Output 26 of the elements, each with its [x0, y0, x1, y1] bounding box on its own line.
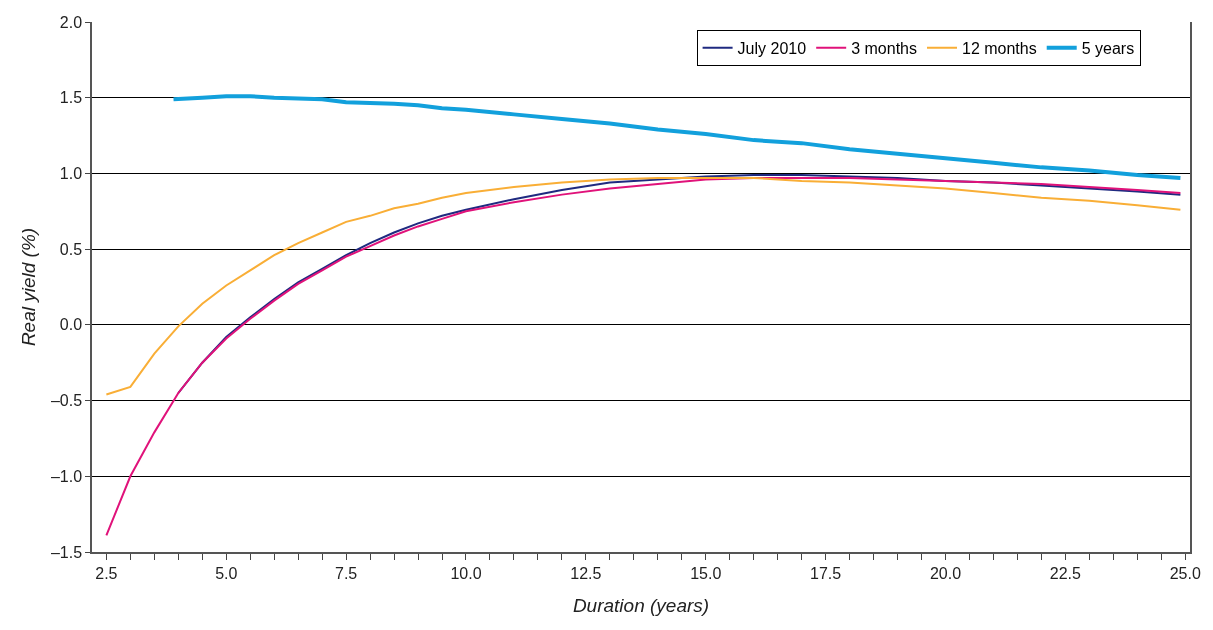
y-tick-label: –1.5 — [50, 543, 83, 561]
x-tick-label: 2.5 — [95, 564, 118, 582]
x-tick-label: 10.0 — [450, 564, 482, 582]
y-tick-label: 1.0 — [59, 165, 83, 183]
y-axis-title: Real yield (%) — [18, 227, 40, 347]
x-tick-label: 22.5 — [1049, 564, 1082, 582]
y-tick-label: 1.5 — [59, 89, 83, 107]
x-tick-label: 12.5 — [570, 564, 602, 582]
x-axis-title: Duration (years) — [572, 595, 710, 617]
y-tick-label: –1.0 — [50, 467, 83, 485]
y-tick-label: –0.5 — [50, 392, 83, 410]
x-tick-label: 20.0 — [929, 564, 962, 582]
line-series — [105, 176, 1182, 537]
x-tick-label: 25.0 — [1169, 564, 1201, 582]
legend-label: July 2010 — [737, 40, 807, 58]
legend-label: 5 years — [1081, 40, 1135, 58]
y-tick-label: 0.0 — [59, 316, 83, 334]
y-tick-label: 0.5 — [59, 240, 83, 258]
x-tick-label: 7.5 — [334, 564, 358, 582]
legend-label: 12 months — [962, 40, 1037, 58]
x-tick-label: 17.5 — [810, 564, 842, 582]
x-tick-label: 5.0 — [215, 564, 238, 582]
line-series — [171, 94, 1183, 180]
y-tick-label: 2.0 — [59, 13, 83, 31]
legend-label: 3 months — [851, 40, 917, 58]
x-tick-label: 15.0 — [690, 564, 722, 582]
